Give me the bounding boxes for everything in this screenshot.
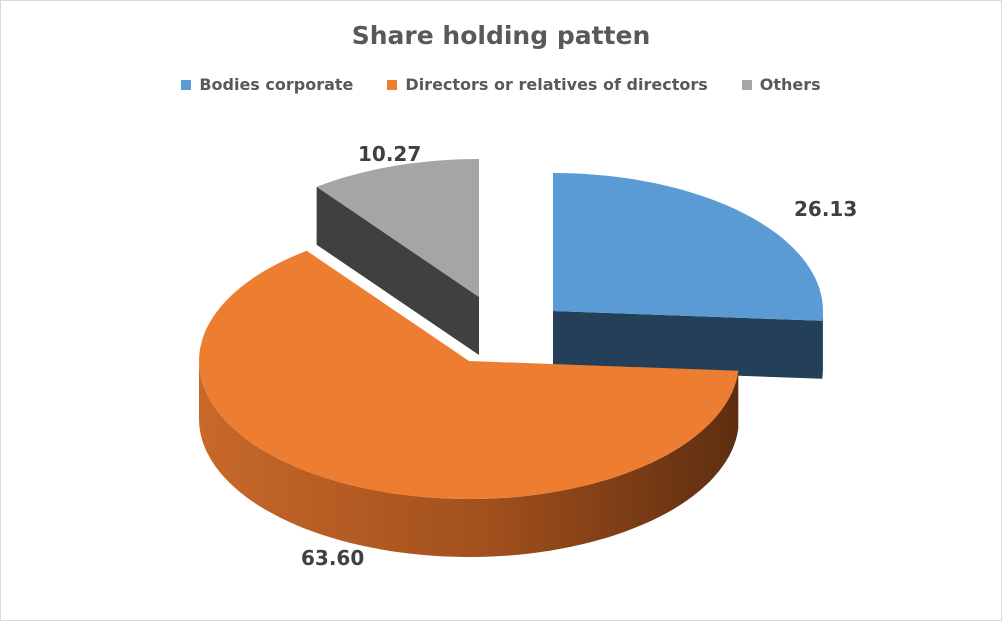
pie-slice-directors xyxy=(199,250,739,557)
slice-rim-bodies-corporate xyxy=(822,311,823,379)
legend-label-directors: Directors or relatives of directors xyxy=(405,75,708,94)
chart-title: Share holding patten xyxy=(351,21,651,50)
data-label-others: 10.27 xyxy=(358,142,421,166)
legend: Bodies corporate Directors or relatives … xyxy=(1,75,1001,94)
pie-slice-others xyxy=(316,159,479,355)
pie-slice-bodies-corporate xyxy=(553,173,823,379)
legend-item-directors: Directors or relatives of directors xyxy=(387,75,708,94)
legend-swatch-directors xyxy=(387,79,398,90)
legend-swatch-bodies-corporate xyxy=(181,79,192,90)
legend-swatch-others xyxy=(741,79,752,90)
slice-top-bodies-corporate xyxy=(553,173,823,321)
slice-rim-directors xyxy=(199,361,739,557)
data-label-directors: 63.60 xyxy=(301,546,364,570)
legend-item-bodies-corporate: Bodies corporate xyxy=(181,75,353,94)
slice-top-directors xyxy=(199,250,739,499)
legend-label-bodies-corporate: Bodies corporate xyxy=(199,75,354,94)
slice-side-others xyxy=(316,186,479,355)
slice-side-bodies-corporate xyxy=(553,311,823,379)
legend-label-others: Others xyxy=(759,75,821,94)
slice-top-others xyxy=(316,159,479,297)
data-label-bodies-corporate: 26.13 xyxy=(794,197,857,221)
legend-item-others: Others xyxy=(741,75,821,94)
